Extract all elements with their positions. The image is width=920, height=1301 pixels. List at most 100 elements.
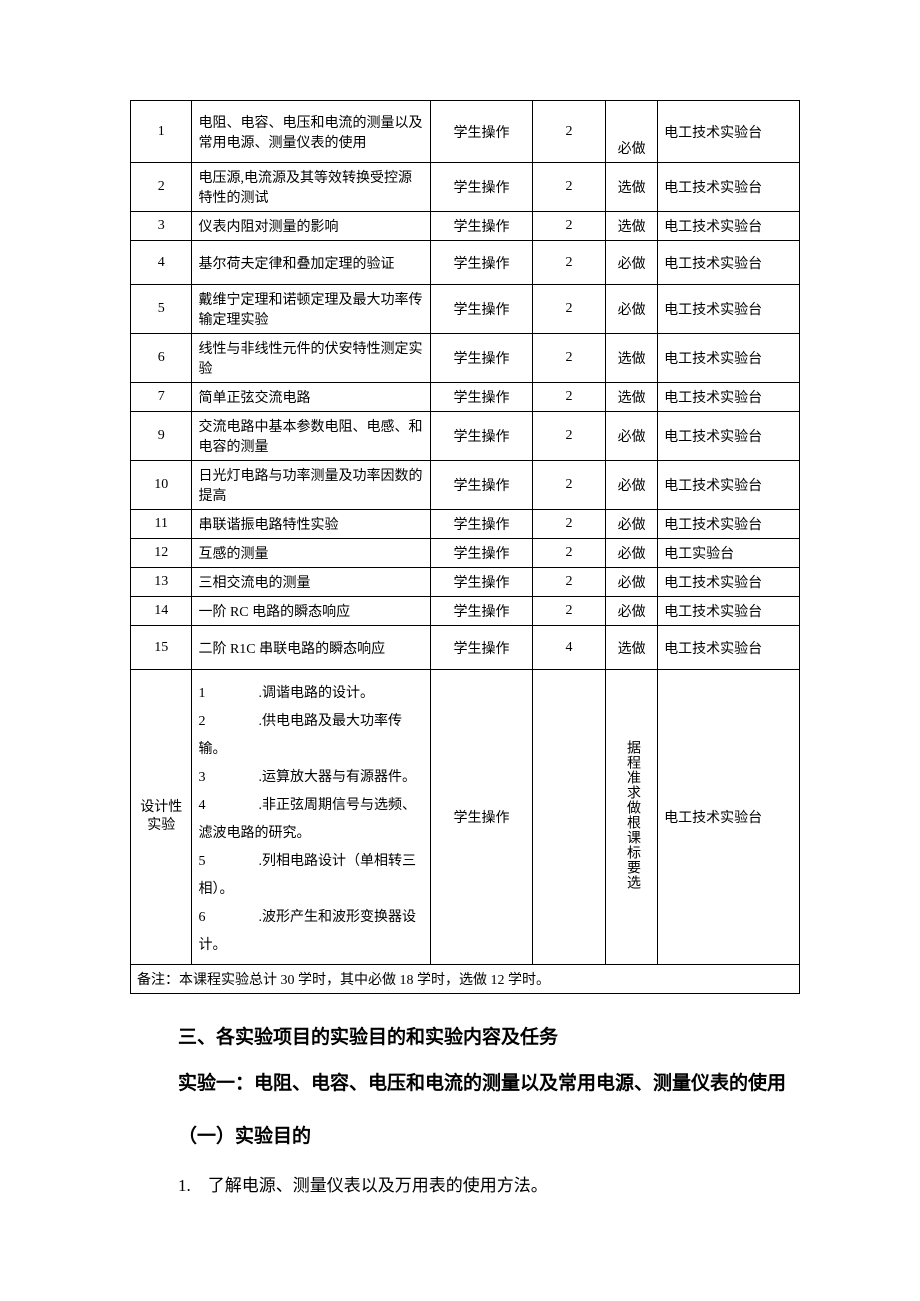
row-index: 9 — [131, 412, 192, 461]
design-item: 3.运算放大器与有源器件。 — [198, 764, 424, 792]
method-cell: 学生操作 — [431, 539, 533, 568]
row-index: 6 — [131, 334, 192, 383]
table-row: 10日光灯电路与功率测量及功率因数的提高学生操作2必做电工技术实验台 — [131, 461, 800, 510]
hours-cell: 2 — [532, 510, 605, 539]
equipment-cell: 电工技术实验台 — [658, 461, 800, 510]
hours-cell: 2 — [532, 383, 605, 412]
table-row: 14一阶 RC 电路的瞬态响应学生操作2必做电工技术实验台 — [131, 597, 800, 626]
method-cell: 学生操作 — [431, 670, 533, 965]
method-cell: 学生操作 — [431, 568, 533, 597]
equipment-cell: 电工技术实验台 — [658, 163, 800, 212]
requirement-cell: 必做 — [606, 510, 658, 539]
design-item-number: 2 — [198, 708, 258, 736]
row-index: 5 — [131, 285, 192, 334]
experiment-name: 三相交流电的测量 — [192, 568, 431, 597]
equipment-cell: 电工技术实验台 — [658, 285, 800, 334]
requirement-cell: 必做 — [606, 285, 658, 334]
equipment-cell: 电工技术实验台 — [658, 626, 800, 670]
design-item-number: 5 — [198, 848, 258, 876]
requirement-cell: 必做 — [606, 241, 658, 285]
row-index: 15 — [131, 626, 192, 670]
experiment-name: 线性与非线性元件的伏安特性测定实验 — [192, 334, 431, 383]
equipment-cell: 电工技术实验台 — [658, 241, 800, 285]
requirement-cell: 必做 — [606, 597, 658, 626]
equipment-cell: 电工技术实验台 — [658, 412, 800, 461]
method-cell: 学生操作 — [431, 510, 533, 539]
row-index: 12 — [131, 539, 192, 568]
experiment-name: 互感的测量 — [192, 539, 431, 568]
table-row: 3仪表内阻对测量的影响学生操作2选做电工技术实验台 — [131, 212, 800, 241]
requirement-cell: 选做 — [606, 212, 658, 241]
row-index: 4 — [131, 241, 192, 285]
requirement-cell: 必做 — [606, 568, 658, 597]
experiment-name: 电阻、电容、电压和电流的测量以及常用电源、测量仪表的使用 — [192, 101, 431, 163]
row-index: 10 — [131, 461, 192, 510]
method-cell: 学生操作 — [431, 597, 533, 626]
experiment-name: 串联谐振电路特性实验 — [192, 510, 431, 539]
hours-cell: 2 — [532, 412, 605, 461]
experiment-name: 仪表内阻对测量的影响 — [192, 212, 431, 241]
table-row: 1电阻、电容、电压和电流的测量以及常用电源、测量仪表的使用学生操作2必做电工技术… — [131, 101, 800, 163]
design-item: 5.列相电路设计（单相转三相）。 — [198, 848, 424, 904]
table-row: 6线性与非线性元件的伏安特性测定实验学生操作2选做电工技术实验台 — [131, 334, 800, 383]
experiment-name: 交流电路中基本参数电阻、电感、和电容的测量 — [192, 412, 431, 461]
requirement-cell: 选做 — [606, 626, 658, 670]
equipment-cell: 电工技术实验台 — [658, 510, 800, 539]
hours-cell: 2 — [532, 334, 605, 383]
equipment-cell: 电工技术实验台 — [658, 212, 800, 241]
design-item-number: 4 — [198, 792, 258, 820]
equipment-cell: 电工技术实验台 — [658, 670, 800, 965]
table-footnote-row: 备注：本课程实验总计 30 学时，其中必做 18 学时，选做 12 学时。 — [131, 965, 800, 994]
design-experiments-row: 设计性实验1.调谐电路的设计。2.供电电路及最大功率传输。3.运算放大器与有源器… — [131, 670, 800, 965]
table-row: 4基尔荷夫定律和叠加定理的验证学生操作2必做电工技术实验台 — [131, 241, 800, 285]
row-index: 13 — [131, 568, 192, 597]
design-item-number: 1 — [198, 680, 258, 708]
design-item: 4.非正弦周期信号与选频、滤波电路的研究。 — [198, 792, 424, 848]
requirement-cell: 必做 — [606, 461, 658, 510]
hours-cell: 2 — [532, 597, 605, 626]
design-item-text: .调谐电路的设计。 — [258, 686, 374, 701]
table-row: 11串联谐振电路特性实验学生操作2必做电工技术实验台 — [131, 510, 800, 539]
requirement-vertical-text: 据程准求做根课标要选 — [623, 740, 640, 890]
hours-cell: 2 — [532, 461, 605, 510]
method-cell: 学生操作 — [431, 412, 533, 461]
equipment-cell: 电工技术实验台 — [658, 568, 800, 597]
experiment-name: 电压源,电流源及其等效转换受控源特性的测试 — [192, 163, 431, 212]
experiment-1-title: 实验一：电阻、电容、电压和电流的测量以及常用电源、测量仪表的使用 — [130, 1069, 800, 1099]
hours-cell: 2 — [532, 163, 605, 212]
design-row-label: 设计性实验 — [131, 670, 192, 965]
table-footnote: 备注：本课程实验总计 30 学时，其中必做 18 学时，选做 12 学时。 — [131, 965, 800, 994]
row-index: 1 — [131, 101, 192, 163]
experiment-name: 简单正弦交流电路 — [192, 383, 431, 412]
table-row: 5戴维宁定理和诺顿定理及最大功率传输定理实验学生操作2必做电工技术实验台 — [131, 285, 800, 334]
row-index: 7 — [131, 383, 192, 412]
row-index: 11 — [131, 510, 192, 539]
hours-cell: 4 — [532, 626, 605, 670]
equipment-cell: 电工技术实验台 — [658, 334, 800, 383]
experiment-name: 日光灯电路与功率测量及功率因数的提高 — [192, 461, 431, 510]
experiment-1-purpose-heading: （一）实验目的 — [130, 1121, 800, 1148]
design-item-number: 3 — [198, 764, 258, 792]
experiment-name: 二阶 R1C 串联电路的瞬态响应 — [192, 626, 431, 670]
equipment-cell: 电工技术实验台 — [658, 383, 800, 412]
hours-cell — [532, 670, 605, 965]
experiment-name: 一阶 RC 电路的瞬态响应 — [192, 597, 431, 626]
table-row: 9交流电路中基本参数电阻、电感、和电容的测量学生操作2必做电工技术实验台 — [131, 412, 800, 461]
method-cell: 学生操作 — [431, 101, 533, 163]
experiment-name: 基尔荷夫定律和叠加定理的验证 — [192, 241, 431, 285]
hours-cell: 2 — [532, 568, 605, 597]
requirement-cell: 选做 — [606, 163, 658, 212]
experiment-name: 戴维宁定理和诺顿定理及最大功率传输定理实验 — [192, 285, 431, 334]
method-cell: 学生操作 — [431, 334, 533, 383]
design-items-cell: 1.调谐电路的设计。2.供电电路及最大功率传输。3.运算放大器与有源器件。4.非… — [192, 670, 431, 965]
design-item: 1.调谐电路的设计。 — [198, 680, 424, 708]
table-row: 7简单正弦交流电路学生操作2选做电工技术实验台 — [131, 383, 800, 412]
equipment-cell: 电工实验台 — [658, 539, 800, 568]
requirement-cell: 必做 — [606, 101, 658, 163]
equipment-cell: 电工技术实验台 — [658, 101, 800, 163]
design-item-text: .运算放大器与有源器件。 — [258, 770, 416, 785]
method-cell: 学生操作 — [431, 626, 533, 670]
design-item: 6.波形产生和波形变换器设计。 — [198, 904, 424, 960]
design-item-number: 6 — [198, 904, 258, 932]
hours-cell: 2 — [532, 241, 605, 285]
